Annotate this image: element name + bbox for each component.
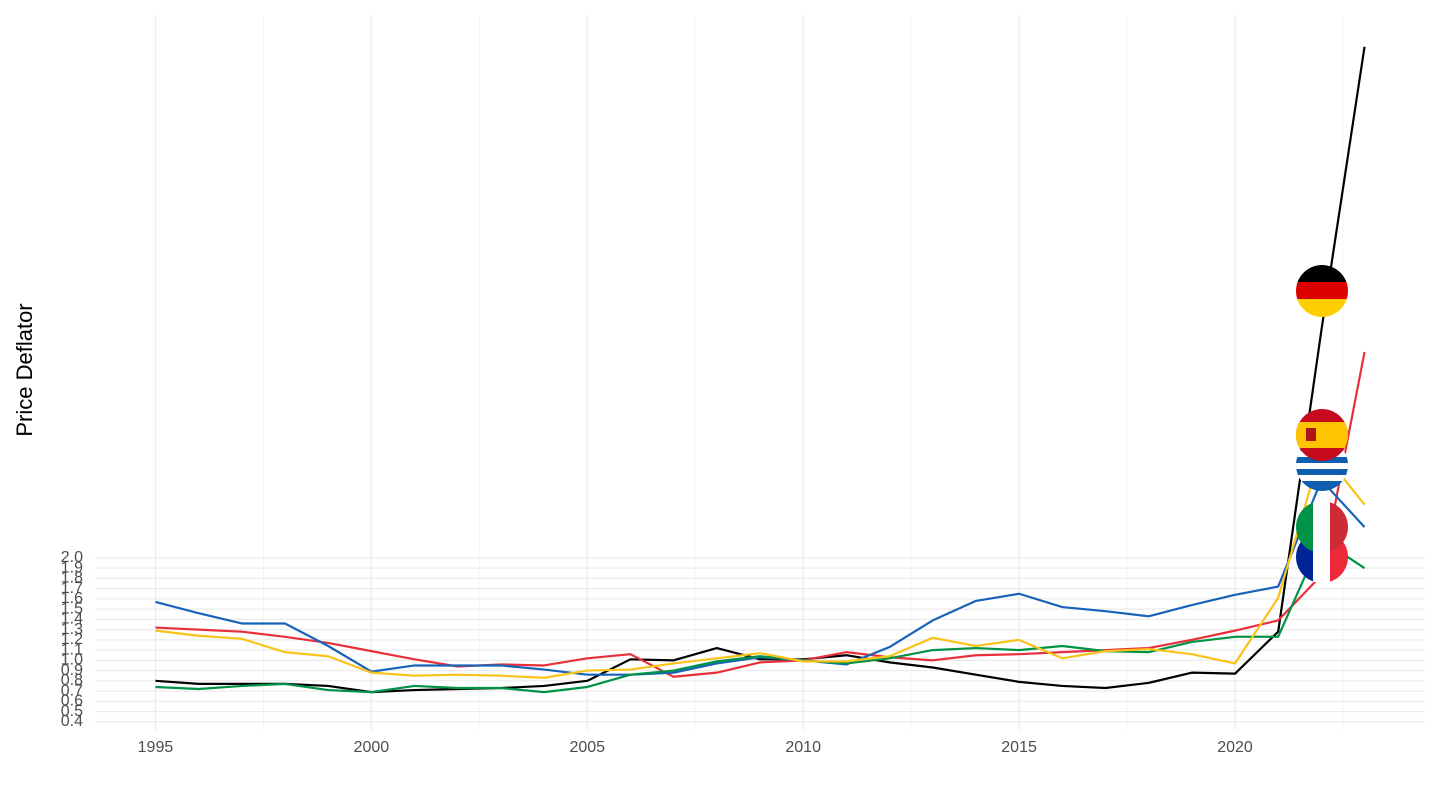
y-tick-label: 0.9	[61, 662, 83, 679]
y-tick-label: 0.4	[61, 713, 83, 730]
series-line	[155, 449, 1366, 679]
x-tick-label: 2015	[1001, 739, 1037, 756]
y-tick-label: 1.4	[61, 611, 83, 628]
y-tick-label: 1.7	[61, 580, 83, 597]
y-tick-label: 1.5	[61, 600, 83, 617]
y-tick-label: 1.8	[61, 570, 83, 587]
y-axis-title: Price Deflator	[12, 303, 37, 436]
y-tick-label: 1.6	[61, 590, 83, 607]
y-tick-label: 2.0	[61, 549, 83, 566]
x-tick-label: 2010	[785, 739, 821, 756]
y-tick-label: 1.0	[61, 652, 83, 669]
flags	[1296, 265, 1348, 583]
lines	[155, 46, 1366, 694]
flag	[1296, 409, 1348, 461]
y-tick-label: 0.8	[61, 672, 83, 689]
y-tick-label: 0.7	[61, 682, 83, 699]
y-tick-label: 1.3	[61, 621, 83, 638]
y-tick-label: 1.1	[61, 641, 83, 658]
series-line	[155, 538, 1366, 694]
y-tick-label: 1.9	[61, 559, 83, 576]
y-tick-label: 0.5	[61, 703, 83, 720]
series-line	[155, 351, 1366, 678]
flag	[1296, 265, 1348, 317]
x-tick-label: 2020	[1217, 739, 1253, 756]
grid	[95, 15, 1425, 730]
x-tick-label: 1995	[138, 739, 174, 756]
series-line	[155, 46, 1366, 694]
y-tick-label: 1.2	[61, 631, 83, 648]
x-tick-label: 2005	[569, 739, 605, 756]
x-tick-label: 2000	[354, 739, 390, 756]
y-tick-label: 0.6	[61, 693, 83, 710]
flag	[1296, 501, 1348, 553]
